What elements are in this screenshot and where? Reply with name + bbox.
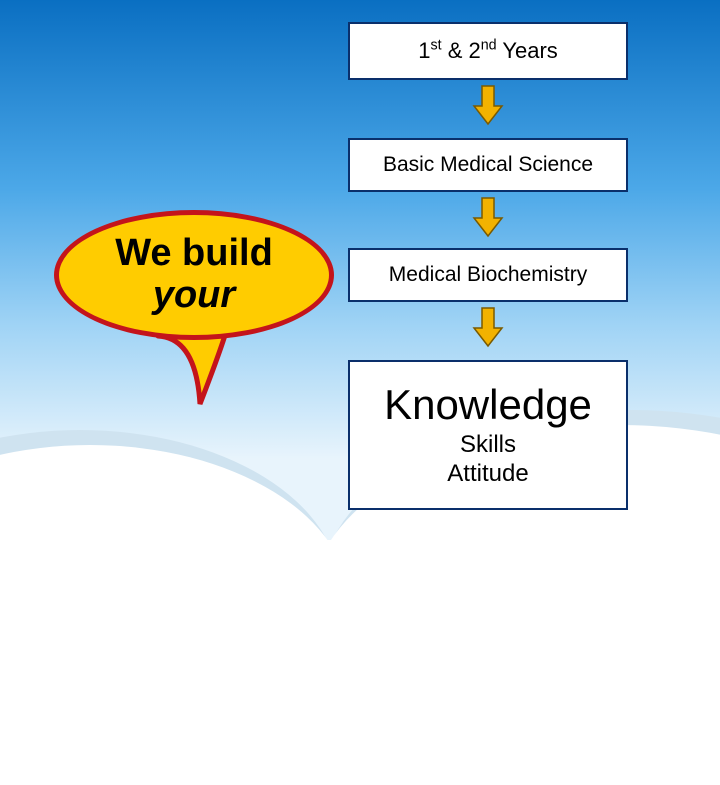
box-outcomes: Knowledge Skills Attitude: [348, 360, 628, 510]
wave-shadow-left: [0, 430, 340, 750]
speech-bubble-body: We build your: [54, 210, 334, 340]
box1-post: Years: [497, 38, 558, 63]
box1-sup1: st: [430, 38, 441, 54]
speech-bubble: We build your: [54, 210, 344, 370]
wave-left: [0, 445, 350, 765]
box1-pre: 1: [418, 38, 430, 63]
box3-text: Medical Biochemistry: [350, 263, 626, 287]
box1-sup2: nd: [481, 38, 497, 54]
box-basic-science: Basic Medical Science: [348, 138, 628, 192]
bubble-line2: your: [115, 275, 273, 317]
arrow-3-path: [474, 308, 502, 346]
arrow-3: [471, 306, 505, 348]
box1-mid: & 2: [442, 38, 481, 63]
speech-bubble-text: We build your: [115, 233, 273, 317]
box-years-text: 1st & 2nd Years: [350, 38, 626, 64]
box-biochem: Medical Biochemistry: [348, 248, 628, 302]
arrow-2-path: [474, 198, 502, 236]
box4-line2: Skills: [356, 431, 620, 459]
box4-content: Knowledge Skills Attitude: [350, 382, 626, 487]
box2-text: Basic Medical Science: [350, 153, 626, 177]
slide: 1st & 2nd Years Basic Medical Science Me…: [0, 0, 720, 540]
box4-big: Knowledge: [356, 382, 620, 428]
speech-bubble-tail: [148, 328, 238, 408]
bubble-line1: We build: [115, 233, 273, 275]
arrow-1: [471, 84, 505, 126]
box4-line3: Attitude: [356, 460, 620, 488]
arrow-2: [471, 196, 505, 238]
arrow-1-path: [474, 86, 502, 124]
box-years: 1st & 2nd Years: [348, 22, 628, 80]
